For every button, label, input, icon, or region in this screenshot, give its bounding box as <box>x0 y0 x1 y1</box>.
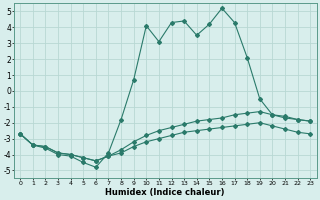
X-axis label: Humidex (Indice chaleur): Humidex (Indice chaleur) <box>106 188 225 197</box>
